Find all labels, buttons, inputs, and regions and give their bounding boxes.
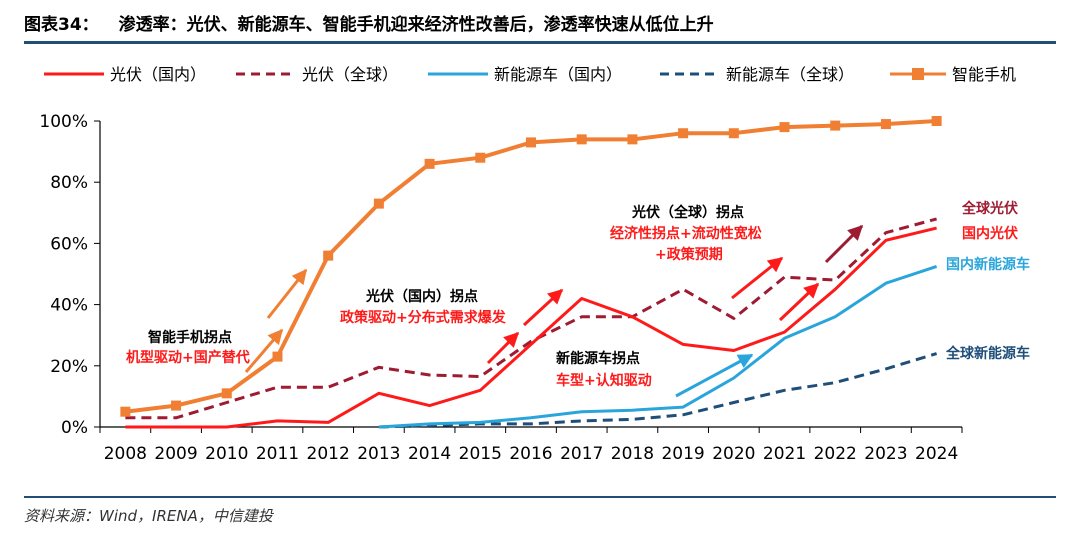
legend-item-ev-global: 新能源车（全球） <box>660 65 854 84</box>
ev-arrow <box>675 353 754 398</box>
data-point-smartphone <box>272 351 283 362</box>
data-point-smartphone <box>120 406 131 417</box>
legend-item-pv-global: 光伏（全球） <box>236 65 398 84</box>
data-point-smartphone <box>728 128 739 139</box>
series-ev-domestic <box>378 264 938 429</box>
legend-label-pv-domestic: 光伏（国内） <box>110 65 206 84</box>
end-label-pv-domestic: 国内光伏 <box>962 225 1018 242</box>
series-layer <box>120 116 942 429</box>
legend-item-pv-domestic: 光伏（国内） <box>44 65 206 84</box>
figure-title-text: 渗透率：光伏、新能源车、智能手机迎来经济性改善后，渗透率快速从低位上升 <box>118 15 714 35</box>
x-tick-label: 2019 <box>661 444 704 464</box>
pv-global-arrow-2 <box>778 282 820 322</box>
pv-domestic-arrow-2 <box>522 288 564 327</box>
y-tick-label: 40% <box>50 296 88 316</box>
annotation-pv-domestic-title: 光伏（国内）拐点 <box>365 288 478 305</box>
axes: 0% 20% 40% 60% 80% 100% 2008 2009 2010 2011 2012 20… <box>39 112 963 464</box>
y-tick-label: 80% <box>50 173 88 193</box>
data-point-smartphone <box>576 134 587 145</box>
annotation-ev-reason: 车型+认知驱动 <box>556 372 652 389</box>
series-smartphone <box>120 116 942 417</box>
x-tick-label: 2012 <box>307 444 350 464</box>
y-tick-label: 20% <box>50 357 88 377</box>
x-tick-label: 2013 <box>357 444 400 464</box>
x-tick-label: 2016 <box>509 444 552 464</box>
series-ev-global <box>378 352 938 429</box>
x-tick-label: 2009 <box>154 444 197 464</box>
annotation-pv-global-reason-2: +政策预期 <box>655 246 723 263</box>
smartphone-arrow-1 <box>244 328 284 373</box>
pv-domestic-arrow-1 <box>486 331 520 365</box>
source-note: 资料来源：Wind，IRENA，中信建投 <box>24 507 273 525</box>
figure-title: 图表34： 渗透率：光伏、新能源车、智能手机迎来经济性改善后，渗透率快速从低位上… <box>24 10 714 35</box>
annotation-pv-global-title: 光伏（全球）拐点 <box>631 204 744 221</box>
series-line-smartphone <box>125 119 937 414</box>
data-point-smartphone <box>475 152 486 163</box>
title-divider <box>24 41 1056 44</box>
x-tick-label: 2021 <box>763 444 806 464</box>
x-tick-label: 2011 <box>256 444 299 464</box>
pv-global-arrow-3 <box>824 224 864 264</box>
x-tick-label: 2020 <box>712 444 755 464</box>
data-point-smartphone <box>373 198 384 209</box>
x-tick-label: 2010 <box>205 444 248 464</box>
series-line-ev-global <box>378 352 938 429</box>
y-tick-label: 60% <box>50 234 88 254</box>
series-line-pv-global <box>125 217 937 420</box>
end-label-pv-global: 全球光伏 <box>961 200 1018 217</box>
x-tick-label: 2018 <box>611 444 654 464</box>
data-point-smartphone <box>221 388 232 399</box>
annotation-arrows <box>244 224 864 398</box>
series-line-pv-domestic <box>125 226 937 429</box>
smartphone-arrow-2 <box>266 268 308 319</box>
x-tick-label: 2015 <box>459 444 502 464</box>
end-label-ev-global: 全球新能源车 <box>945 345 1030 362</box>
annotation-smartphone-title: 智能手机拐点 <box>147 329 232 346</box>
data-point-smartphone <box>627 134 638 145</box>
legend-label-ev-global: 新能源车（全球） <box>726 65 854 84</box>
data-point-smartphone <box>880 119 891 130</box>
data-point-smartphone <box>830 120 841 131</box>
annotation-pv-global-reason-1: 经济性拐点+流动性宽松 <box>610 225 762 242</box>
y-tick-label: 100% <box>39 112 88 132</box>
series-pv-domestic <box>125 226 937 429</box>
end-label-ev-domestic: 国内新能源车 <box>946 256 1030 273</box>
x-tick-label: 2023 <box>864 444 907 464</box>
data-point-smartphone <box>171 400 182 411</box>
series-pv-global <box>125 217 937 420</box>
legend-item-smartphone: 智能手机 <box>890 65 1016 84</box>
legend-label-smartphone: 智能手机 <box>952 65 1016 84</box>
x-tick-label: 2008 <box>104 444 147 464</box>
chart-legend: 光伏（国内） 光伏（全球） 新能源车（国内） 新能源车（全球） 智能手机 <box>44 65 1016 84</box>
legend-label-ev-domestic: 新能源车（国内） <box>494 65 622 84</box>
y-tick-label: 0% <box>61 418 88 438</box>
legend-item-ev-domestic: 新能源车（国内） <box>428 65 622 84</box>
annotation-pv-domestic-reason: 政策驱动+分布式需求爆发 <box>340 309 507 326</box>
data-point-smartphone <box>424 158 435 169</box>
data-point-smartphone <box>779 122 790 133</box>
data-point-smartphone <box>526 137 536 148</box>
figure-label: 图表34： <box>24 15 99 35</box>
annotation-texts: 智能手机拐点 机型驱动+国产替代 光伏（国内）拐点 政策驱动+分布式需求爆发 光… <box>126 204 762 389</box>
series-end-labels: 全球光伏 国内光伏 国内新能源车 全球新能源车 <box>945 200 1030 362</box>
x-tick-label: 2022 <box>814 444 857 464</box>
annotation-smartphone-reason: 机型驱动+国产替代 <box>126 349 250 366</box>
footer-divider <box>24 496 1056 498</box>
legend-label-pv-global: 光伏（全球） <box>302 65 398 84</box>
x-tick-label: 2014 <box>408 444 451 464</box>
pv-global-arrow-1 <box>731 256 784 300</box>
data-point-smartphone <box>323 250 334 261</box>
x-tick-label: 2017 <box>560 444 603 464</box>
x-tick-label: 2024 <box>915 444 958 464</box>
data-point-smartphone <box>931 116 942 126</box>
data-point-smartphone <box>678 128 689 139</box>
series-line-ev-domestic <box>378 264 938 429</box>
annotation-ev-title: 新能源车拐点 <box>556 350 640 367</box>
